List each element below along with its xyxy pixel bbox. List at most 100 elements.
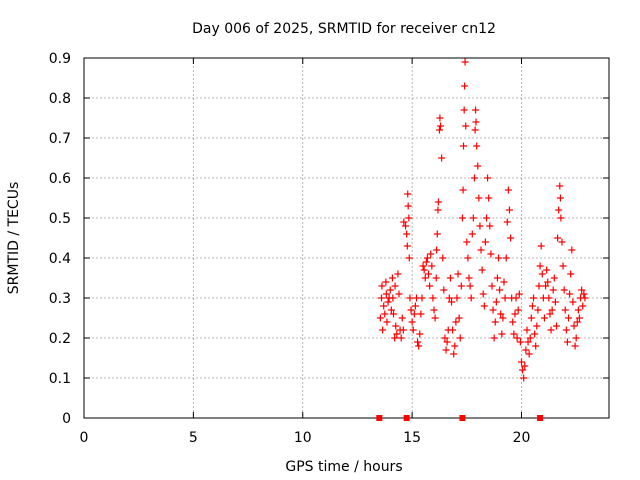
data-point	[476, 222, 484, 230]
data-point	[561, 306, 569, 314]
data-point	[488, 282, 496, 290]
x-tick-label: 15	[403, 430, 421, 446]
data-point	[463, 238, 471, 246]
data-point	[419, 262, 427, 270]
data-point	[545, 294, 553, 302]
data-point	[556, 194, 564, 202]
data-point	[480, 302, 488, 310]
data-point	[487, 250, 495, 258]
data-point	[484, 174, 492, 182]
data-point	[558, 238, 566, 246]
data-point	[520, 374, 528, 382]
data-point	[518, 358, 525, 366]
data-point	[565, 314, 573, 322]
data-point	[389, 294, 397, 302]
data-point	[525, 350, 533, 358]
data-point	[507, 234, 515, 242]
data-point	[473, 142, 481, 150]
data-point	[512, 294, 520, 302]
data-point	[559, 262, 567, 270]
x-tick-label: 0	[80, 430, 89, 446]
data-point	[562, 326, 570, 334]
data-point	[432, 274, 440, 282]
data-point	[386, 286, 394, 294]
data-point	[498, 330, 506, 338]
data-point	[430, 306, 438, 314]
data-point	[570, 322, 578, 330]
data-point	[540, 314, 548, 322]
data-point	[461, 82, 469, 90]
zero-markers	[376, 415, 544, 421]
data-point	[382, 290, 390, 298]
data-point	[542, 282, 550, 290]
data-point	[460, 106, 468, 114]
data-point	[492, 298, 500, 306]
zero-marker	[537, 415, 544, 421]
data-point	[455, 314, 463, 322]
data-point	[436, 114, 444, 122]
data-point	[547, 326, 555, 334]
data-point	[383, 318, 391, 326]
data-point	[459, 186, 467, 194]
data-point	[433, 230, 441, 238]
data-point	[453, 294, 461, 302]
data-point	[417, 310, 425, 318]
data-point	[423, 254, 431, 262]
data-point	[497, 310, 505, 318]
data-points	[376, 58, 589, 382]
data-point	[465, 274, 473, 282]
data-point	[566, 290, 574, 298]
data-point	[530, 294, 538, 302]
plot-area-frame	[83, 57, 610, 419]
data-point	[426, 282, 434, 290]
data-point	[429, 294, 437, 302]
y-tick-label: 0.8	[49, 91, 71, 107]
data-point	[407, 306, 415, 314]
data-point	[515, 290, 523, 298]
data-point	[496, 286, 504, 294]
data-point	[381, 310, 389, 318]
data-point	[474, 162, 482, 170]
data-point	[568, 246, 576, 254]
data-point	[464, 254, 472, 262]
data-point	[451, 342, 459, 350]
data-point	[400, 218, 408, 226]
data-point	[399, 326, 407, 334]
data-point	[416, 330, 424, 338]
zero-marker	[459, 415, 466, 421]
y-axis-title: SRMTID / TECUs	[6, 182, 22, 295]
data-point	[489, 306, 497, 314]
data-point	[448, 298, 455, 306]
data-point	[478, 266, 486, 274]
data-point	[379, 326, 387, 334]
data-point	[560, 286, 568, 294]
data-point	[428, 262, 436, 270]
data-point	[503, 218, 511, 226]
data-point	[534, 306, 542, 314]
data-point	[410, 310, 418, 318]
data-point	[579, 302, 587, 310]
data-point	[403, 242, 411, 250]
data-point	[441, 334, 449, 342]
data-point	[502, 254, 510, 262]
data-point	[392, 322, 400, 330]
data-point	[563, 338, 571, 346]
data-point	[516, 338, 524, 346]
data-point	[395, 290, 403, 298]
data-point	[553, 322, 560, 330]
data-point	[551, 298, 559, 306]
data-point	[531, 330, 539, 338]
data-point	[528, 302, 536, 310]
data-point	[458, 214, 466, 222]
data-point	[510, 330, 518, 338]
data-point	[490, 334, 498, 342]
data-point	[439, 254, 447, 262]
data-point	[501, 294, 509, 302]
data-point	[409, 326, 417, 334]
data-point	[472, 106, 480, 114]
data-point	[574, 306, 582, 314]
data-point	[431, 314, 439, 322]
y-tick-label: 0.6	[49, 171, 71, 187]
data-point	[467, 294, 475, 302]
